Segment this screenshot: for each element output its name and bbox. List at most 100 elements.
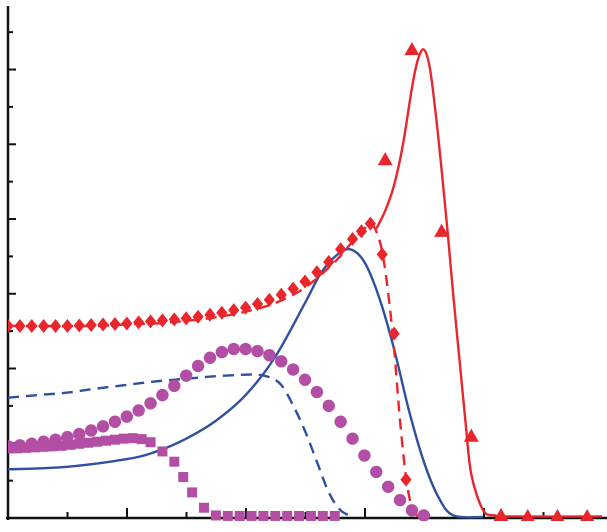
data-point-magenta-square [74,438,85,449]
data-point-magenta-square [234,510,245,521]
data-point-red-diamond-dashed [85,317,97,332]
series-line-red-diamond-dashed [8,222,419,518]
data-point-red-diamond-dashed [216,305,228,320]
data-point-magenta-circle [8,440,15,453]
data-point-magenta-square [169,456,180,467]
data-point-magenta-circle [334,415,347,428]
data-point-magenta-circle [275,355,288,368]
data-point-magenta-square [210,510,221,521]
data-point-magenta-circle [37,435,50,448]
series-line-blue-solid [8,247,484,519]
data-point-magenta-square [118,433,129,444]
data-point-red-diamond-dashed [156,313,169,328]
series-markers [8,42,595,521]
data-point-red-triangle-solid [377,152,393,166]
data-point-red-triangle-solid [463,428,479,442]
data-point-red-diamond-dashed [228,303,240,318]
data-point-magenta-square [294,510,305,521]
data-point-magenta-circle [61,430,74,444]
data-point-magenta-square [246,510,257,521]
data-point-magenta-circle [310,385,324,399]
data-point-magenta-circle [203,351,217,364]
data-point-magenta-square [222,510,233,521]
data-point-magenta-circle [251,344,264,358]
data-point-magenta-square [92,436,103,447]
data-point-magenta-square [157,446,168,457]
data-point-magenta-square [136,434,147,445]
data-point-red-diamond-dashed [335,242,347,257]
series-line-red-triangle-solid [375,48,603,518]
data-point-magenta-square [258,510,269,521]
data-point-red-diamond-dashed [8,319,14,333]
data-point-red-diamond-dashed [263,292,275,307]
data-point-magenta-circle [215,345,229,359]
data-point-red-triangle-solid [493,507,509,521]
data-point-magenta-circle [417,509,430,521]
data-point-magenta-circle [108,415,122,428]
data-point-magenta-square [199,502,210,513]
data-point-red-diamond-dashed [287,281,299,296]
data-point-magenta-circle [180,369,193,382]
data-point-red-diamond-dashed [204,307,216,322]
data-point-magenta-circle [191,359,205,373]
data-point-red-diamond-dashed [311,265,323,280]
data-point-red-diamond-dashed [38,319,50,333]
data-point-red-diamond-dashed [240,300,252,315]
data-point-magenta-circle [381,480,395,493]
data-point-red-diamond-dashed [14,319,26,333]
data-point-magenta-circle [144,397,157,410]
data-point-magenta-circle [393,493,407,507]
data-point-magenta-square [47,441,58,452]
data-point-magenta-square [317,510,328,521]
data-point-magenta-square [178,472,189,483]
data-point-magenta-square [65,439,76,450]
data-point-red-diamond-dashed [299,274,311,289]
data-point-red-triangle-solid [404,42,420,56]
data-point-magenta-square [282,510,293,521]
data-point-red-diamond-dashed [251,296,264,311]
data-point-magenta-square [20,442,31,453]
data-point-magenta-circle [13,439,27,452]
data-point-magenta-square [329,510,340,521]
data-point-magenta-square [270,510,281,521]
data-point-magenta-circle [156,388,169,402]
data-point-magenta-circle [73,427,86,441]
data-point-red-diamond-dashed [355,224,368,239]
data-point-magenta-square [145,437,156,448]
data-point-magenta-circle [25,437,38,450]
data-point-red-diamond-dashed [133,315,145,330]
data-point-red-triangle-solid [434,223,450,237]
data-point-magenta-square [109,434,120,445]
data-point-magenta-circle [120,410,133,423]
data-point-red-diamond-dashed [323,255,335,269]
data-point-magenta-circle [405,504,419,517]
data-point-magenta-circle [358,449,371,462]
data-point-magenta-square [305,510,316,521]
data-point-red-diamond-dashed [364,216,376,231]
data-point-magenta-circle [263,348,276,362]
series-line-blue-dashed [8,373,354,518]
data-point-magenta-square [83,437,94,448]
data-point-magenta-circle [132,404,145,417]
data-point-red-diamond-dashed [180,311,192,326]
data-point-red-diamond-dashed [376,247,388,262]
data-point-magenta-circle [370,465,383,479]
data-point-magenta-circle [322,399,335,413]
data-point-red-diamond-dashed [400,472,412,487]
data-point-magenta-circle [49,433,62,446]
data-point-red-diamond-dashed [109,316,121,331]
data-point-magenta-square [56,440,67,451]
data-point-magenta-circle [168,379,181,393]
data-point-magenta-circle [96,420,110,433]
data-point-magenta-circle [239,342,252,356]
data-point-red-diamond-dashed [61,319,73,333]
data-point-red-diamond-dashed [73,318,85,333]
data-point-magenta-circle [298,373,312,386]
data-point-red-diamond-dashed [97,317,109,332]
data-point-red-triangle-solid [520,508,535,521]
data-point-magenta-square [101,435,112,446]
data-point-red-diamond-dashed [388,326,400,341]
data-point-magenta-circle [84,424,98,437]
data-point-magenta-circle [286,363,300,376]
